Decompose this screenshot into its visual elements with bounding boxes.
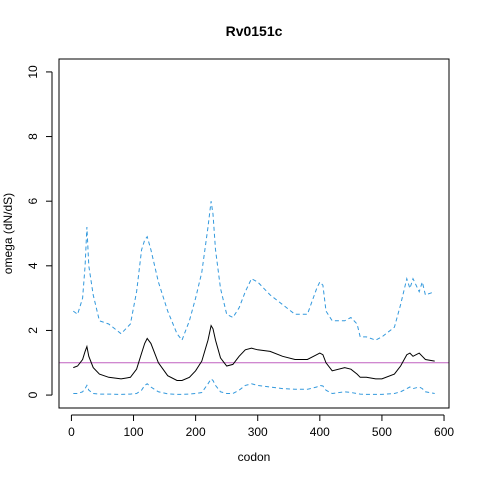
x-tick-label: 100 [124, 425, 144, 439]
y-axis: 0 2 4 6 8 10 [26, 65, 53, 398]
chart-title: Rv0151c [226, 23, 283, 39]
y-tick-label: 8 [26, 133, 40, 140]
y-tick-label: 2 [26, 327, 40, 334]
y-tick-label: 4 [26, 262, 40, 269]
x-tick-label: 600 [434, 425, 454, 439]
upper-bound-line [73, 201, 435, 342]
plot-area [59, 201, 449, 395]
plot-frame [58, 58, 450, 409]
x-axis: 0 100 200 300 400 500 600 [68, 414, 454, 439]
lower-bound-line [73, 378, 435, 395]
y-tick-label: 0 [26, 391, 40, 398]
y-tick-label: 10 [26, 65, 40, 79]
x-tick-label: 300 [248, 425, 268, 439]
x-tick-label: 200 [186, 425, 206, 439]
x-tick-label: 400 [310, 425, 330, 439]
x-tick-label: 500 [372, 425, 392, 439]
x-axis-label: codon [238, 450, 271, 464]
y-tick-label: 6 [26, 198, 40, 205]
x-tick-label: 0 [68, 425, 75, 439]
omega-line [73, 324, 435, 381]
y-axis-label: omega (dN/dS) [1, 193, 15, 274]
